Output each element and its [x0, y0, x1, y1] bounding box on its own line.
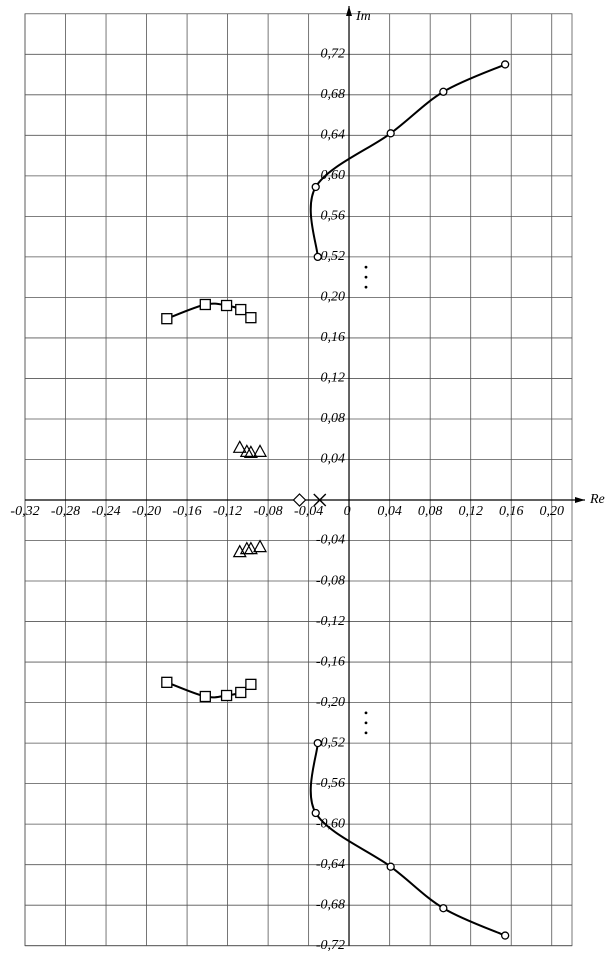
y-tick-label: 0,12	[321, 371, 346, 386]
x-tick-label: -0,28	[51, 504, 80, 519]
marker-square	[161, 676, 173, 688]
marker-circle	[313, 738, 322, 748]
marker-circle	[313, 252, 322, 262]
marker-triangle	[243, 445, 258, 458]
marker-circle	[439, 904, 448, 913]
marker-square	[245, 678, 257, 691]
y-tick-label: -0,56	[316, 776, 345, 791]
y-tick-label: -0,16	[316, 654, 345, 669]
x-tick-label: 0,16	[499, 504, 524, 519]
x-axis-label: Re	[589, 492, 605, 507]
y-tick-label: 0,68	[321, 87, 346, 102]
marker-triangle	[252, 444, 268, 457]
marker-diamond	[292, 493, 307, 507]
y-tick-label: 0,64	[321, 128, 346, 143]
y-tick-label: -0,08	[316, 573, 345, 588]
marker-cross	[313, 493, 327, 507]
x-tick-label: 0,20	[539, 504, 564, 519]
x-tick-label: -0,08	[254, 504, 283, 519]
axis-break-dot	[364, 711, 368, 715]
marker-square	[235, 303, 247, 316]
marker-triangle	[252, 539, 268, 553]
marker-triangle	[239, 444, 254, 457]
marker-square	[245, 312, 257, 324]
y-tick-label: 0,20	[321, 290, 346, 305]
y-tick-label: -0,60	[316, 816, 345, 831]
x-tick-label: -0,32	[10, 504, 39, 519]
axis-break-dot	[364, 731, 368, 735]
y-tick-label: 0,60	[321, 168, 346, 183]
y-tick-label: 0,08	[321, 411, 346, 426]
marker-square	[220, 299, 233, 312]
x-tick-label: -0,20	[132, 504, 161, 519]
marker-square	[199, 298, 211, 311]
x-axis-arrow	[575, 497, 585, 503]
x-tick-label: -0,16	[172, 504, 201, 519]
x-tick-label: 0,04	[377, 504, 402, 519]
marker-circle	[386, 862, 395, 871]
marker-square	[235, 686, 247, 699]
marker-square	[161, 313, 173, 325]
axis-break-dot	[364, 285, 368, 289]
y-tick-label: -0,64	[316, 857, 345, 872]
y-tick-label: -0,04	[316, 533, 345, 548]
y-tick-label: -0,52	[316, 735, 345, 750]
axis-break-dot	[364, 721, 368, 725]
x-tick-label: 0	[344, 504, 351, 519]
x-tick-label: -0,04	[294, 504, 323, 519]
y-tick-label: -0,68	[316, 897, 345, 912]
y-axis-label: Im	[355, 9, 371, 24]
y-tick-label: 0,16	[321, 330, 346, 345]
marker-circle	[500, 931, 510, 940]
x-tick-label: -0,24	[91, 504, 120, 519]
axis-break-dot	[364, 265, 368, 269]
y-tick-label: 0,04	[321, 452, 346, 467]
y-tick-label: -0,12	[316, 614, 345, 629]
plot-frame	[24, 13, 573, 947]
x-tick-label: 0,12	[458, 504, 483, 519]
y-tick-label: 0,52	[321, 249, 346, 264]
y-tick-label: 0,56	[321, 209, 346, 224]
marker-circle	[311, 182, 320, 192]
y-tick-label: -0,72	[316, 938, 345, 953]
marker-triangle	[243, 541, 258, 555]
marker-square	[220, 689, 233, 702]
x-tick-label: -0,12	[213, 504, 242, 519]
marker-circle	[500, 60, 510, 69]
y-axis-arrow	[346, 6, 352, 16]
marker-circle	[311, 808, 320, 818]
marker-triangle	[232, 440, 247, 453]
y-tick-label: 0,72	[321, 47, 346, 62]
marker-circle	[386, 129, 395, 138]
y-tick-label: -0,20	[316, 695, 345, 710]
marker-square	[199, 690, 211, 703]
marker-circle	[439, 87, 448, 96]
axis-break-dot	[364, 275, 368, 279]
x-tick-label: 0,08	[418, 504, 443, 519]
